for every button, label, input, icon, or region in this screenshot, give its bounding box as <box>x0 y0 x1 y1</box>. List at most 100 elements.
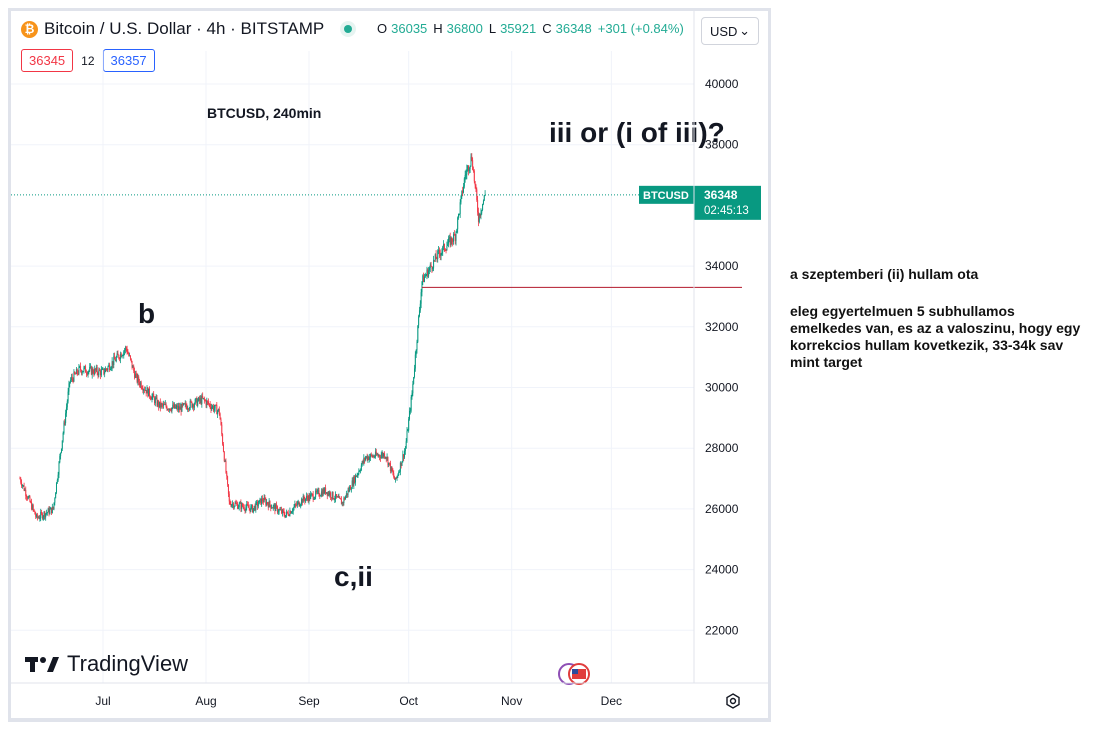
candle-body <box>207 400 209 402</box>
candle-body <box>175 407 177 409</box>
candle-body <box>70 379 72 382</box>
candle-body <box>414 354 416 369</box>
candle-body <box>75 369 77 375</box>
candle-body <box>102 368 104 370</box>
candle-body <box>229 501 231 505</box>
candle <box>90 365 92 376</box>
candle <box>359 469 361 472</box>
sell-price-button[interactable]: 36345 <box>21 49 74 72</box>
candle <box>383 452 385 459</box>
candle-body <box>245 507 247 511</box>
candle <box>161 401 163 408</box>
candle-body <box>482 203 484 210</box>
candle-body <box>133 366 135 371</box>
candle <box>254 503 256 511</box>
candle <box>466 164 468 180</box>
candle-body <box>478 213 480 222</box>
candle-body <box>459 202 461 214</box>
candle-body <box>173 404 175 408</box>
candle <box>35 512 37 519</box>
candle <box>28 494 30 498</box>
candle <box>363 454 365 466</box>
candle-body <box>256 501 258 503</box>
candle <box>144 386 146 391</box>
candle <box>318 487 320 497</box>
x-tick-label: Oct <box>399 694 418 708</box>
candle <box>396 475 398 481</box>
candle <box>433 255 435 272</box>
candle <box>230 501 232 508</box>
settings-icon-center <box>729 697 737 705</box>
candle-body <box>276 504 278 507</box>
candle <box>200 395 202 405</box>
candle <box>133 364 135 374</box>
candle <box>132 364 134 368</box>
candle <box>309 493 311 502</box>
candle <box>350 487 352 493</box>
candle <box>458 213 460 216</box>
candle-body <box>92 368 94 374</box>
candle <box>247 501 249 507</box>
candle <box>460 195 462 205</box>
buy-price-button[interactable]: 36357 <box>102 49 155 72</box>
candle <box>471 153 473 162</box>
candle-body <box>104 371 106 374</box>
candle <box>330 497 332 502</box>
candle <box>165 402 167 409</box>
candle <box>59 453 61 464</box>
candle <box>315 488 317 495</box>
candle <box>87 370 89 378</box>
candle-body <box>409 410 411 412</box>
candle-body <box>277 511 279 513</box>
y-tick-label: 32000 <box>705 320 739 334</box>
candle <box>143 388 145 395</box>
candle <box>214 404 216 412</box>
candle <box>109 366 111 371</box>
candle <box>370 452 372 457</box>
candle-body <box>78 366 80 374</box>
candle <box>320 488 322 498</box>
candle-body <box>106 369 108 370</box>
candle-body <box>57 474 59 481</box>
candle <box>55 482 57 495</box>
symbol-title[interactable]: Bitcoin / U.S. Dollar · 4h · BITSTAMP <box>44 19 325 38</box>
candle-body <box>220 419 222 425</box>
candle <box>217 408 219 413</box>
candle <box>475 183 477 193</box>
candle-body <box>305 498 307 502</box>
candle <box>386 453 388 461</box>
market-status-icon[interactable] <box>340 21 357 37</box>
candle <box>203 397 205 400</box>
candle-body <box>460 195 462 203</box>
candle-body <box>259 498 261 501</box>
candle <box>20 476 22 485</box>
candle <box>417 325 419 344</box>
price-chart[interactable]: BTCUSD 36348 02:45:13 BTCUSD, 240min b c,ii ii… <box>11 11 768 718</box>
candle <box>115 355 117 363</box>
candle <box>180 404 182 416</box>
candle <box>124 347 126 356</box>
candle <box>438 245 440 255</box>
candle <box>307 495 309 503</box>
candle-body <box>87 371 89 375</box>
candle-body <box>114 359 116 362</box>
candle <box>183 403 185 406</box>
candle <box>34 510 36 515</box>
candle <box>111 357 113 372</box>
candle-body <box>289 510 291 516</box>
candle <box>42 515 44 521</box>
candle-body <box>330 497 332 499</box>
candle <box>33 508 35 512</box>
candle <box>135 370 137 379</box>
candle-body <box>195 398 197 400</box>
candle <box>478 212 480 224</box>
candle-body <box>124 347 126 351</box>
currency-select[interactable]: USD ⌄ <box>701 17 759 45</box>
candle <box>325 484 327 496</box>
candle-body <box>186 406 188 410</box>
flag-canton <box>572 669 578 674</box>
candle <box>321 488 323 497</box>
candle-body <box>384 453 386 458</box>
candle-body <box>203 397 205 399</box>
candle-body <box>303 496 305 500</box>
